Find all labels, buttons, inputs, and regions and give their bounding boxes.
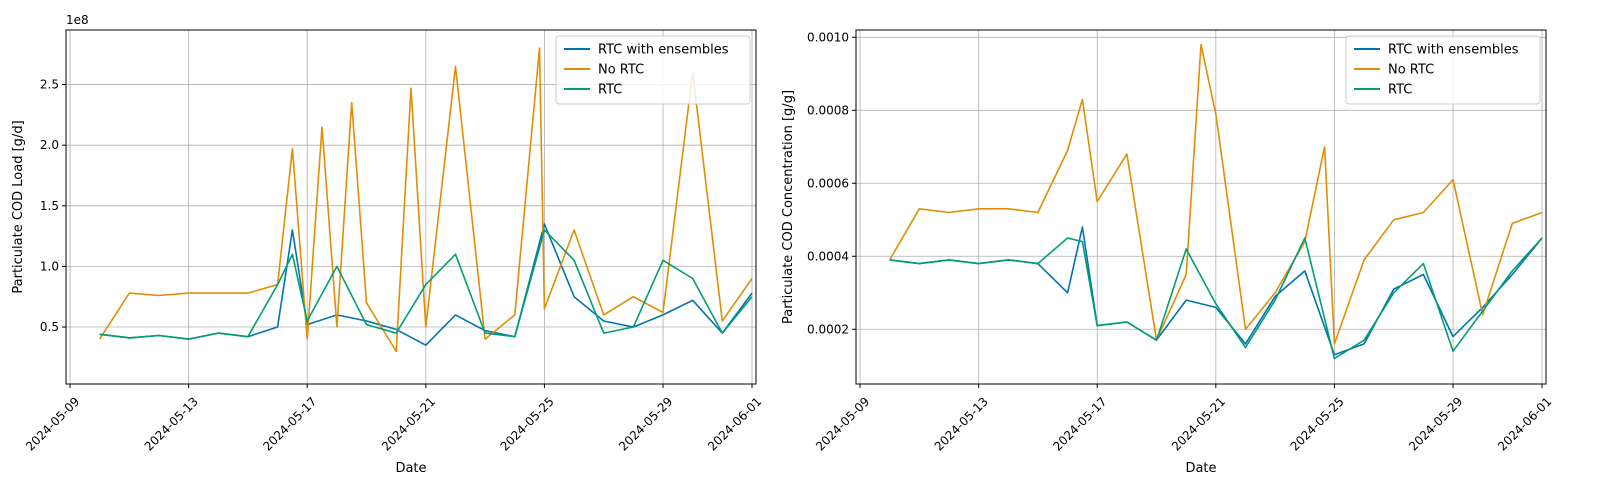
legend-entry: No RTC xyxy=(1388,63,1434,78)
legend-entry: RTC xyxy=(598,83,622,98)
y-tick-label: 0.0008 xyxy=(807,103,849,117)
legend-entry: RTC with ensembles xyxy=(1388,43,1519,58)
plot-frame xyxy=(855,29,1547,385)
x-tick-label: 2024-05-25 xyxy=(1288,394,1347,453)
x-axis-label: Date xyxy=(1185,461,1216,476)
legend-box xyxy=(555,35,751,105)
y-tick-label: 0.0004 xyxy=(807,249,849,263)
series-line-no-rtc xyxy=(99,47,753,353)
plot-frame xyxy=(65,29,757,385)
legend-entry: No RTC xyxy=(598,63,644,78)
chart-2: 2024-05-09 2024-05-13 2024-05-17 2024-05-21… xyxy=(781,29,1554,476)
series-line-rtc xyxy=(99,229,753,340)
legend-entry: RTC with ensembles xyxy=(598,43,729,58)
y-offset-label: 1e8 xyxy=(66,13,89,27)
x-tick-label: 2024-05-29 xyxy=(616,394,675,453)
y-tick-label: 0.0010 xyxy=(807,30,849,44)
x-tick-label: 2024-05-21 xyxy=(379,394,438,453)
y-tick-label: 2.0 xyxy=(40,138,59,152)
x-tick-label: 2024-06-01 xyxy=(1495,394,1554,453)
x-axis-label: Date xyxy=(395,461,426,476)
chart-1: 2024-05-09 2024-05-13 2024-05-17 2024-05-21… xyxy=(11,13,764,476)
legend: RTC with ensembles No RTC RTC xyxy=(1345,35,1541,105)
y-axis-label: Particulate COD Load [g/d] xyxy=(11,120,26,293)
legend: RTC with ensembles No RTC RTC xyxy=(555,35,751,105)
x-tick-label: 2024-06-01 xyxy=(705,394,764,453)
x-tick-label: 2024-05-29 xyxy=(1406,394,1465,453)
series-line-no-rtc xyxy=(889,43,1543,345)
legend-box xyxy=(1345,35,1541,105)
y-tick-label: 1.5 xyxy=(40,199,59,213)
y-tick-label: 2.5 xyxy=(40,78,59,92)
x-tick-label: 2024-05-09 xyxy=(813,394,872,453)
series-line-rtc xyxy=(889,237,1543,360)
y-tick-label: 1.0 xyxy=(40,259,59,273)
x-tick-label: 2024-05-17 xyxy=(260,394,319,453)
x-tick-label: 2024-05-09 xyxy=(23,394,82,453)
x-tick-label: 2024-05-21 xyxy=(1169,394,1228,453)
y-tick-label: 0.5 xyxy=(40,320,59,334)
x-tick-label: 2024-05-17 xyxy=(1050,394,1109,453)
x-tick-label: 2024-05-13 xyxy=(142,394,201,453)
x-tick-label: 2024-05-13 xyxy=(932,394,991,453)
y-tick-label: 0.0002 xyxy=(807,322,849,336)
y-axis-label: Particulate COD Concentration [g/g] xyxy=(781,90,796,324)
x-tick-label: 2024-05-25 xyxy=(498,394,557,453)
legend-entry: RTC xyxy=(1388,83,1412,98)
y-tick-label: 0.0006 xyxy=(807,176,849,190)
